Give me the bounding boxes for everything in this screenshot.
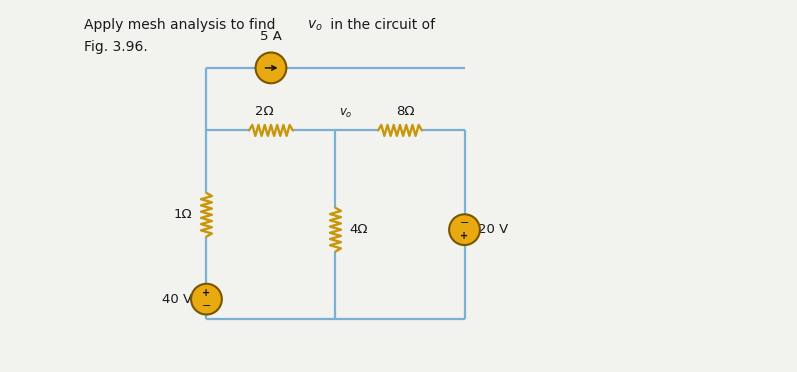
Text: $v_o$: $v_o$ <box>340 108 353 121</box>
Text: 8Ω: 8Ω <box>395 105 414 118</box>
Text: 1Ω: 1Ω <box>174 208 193 221</box>
Text: 20 V: 20 V <box>478 223 508 236</box>
Text: +: + <box>461 231 469 241</box>
Text: Apply mesh analysis to find: Apply mesh analysis to find <box>84 18 281 32</box>
Text: +: + <box>202 288 210 298</box>
Text: 40 V: 40 V <box>163 293 193 306</box>
Text: in the circuit of: in the circuit of <box>326 18 435 32</box>
Text: $v_o$: $v_o$ <box>307 18 323 33</box>
Circle shape <box>191 284 222 315</box>
Text: −: − <box>202 301 211 311</box>
Text: −: − <box>460 218 469 228</box>
Text: 5 A: 5 A <box>260 30 282 42</box>
Circle shape <box>450 214 480 245</box>
Text: Fig. 3.96.: Fig. 3.96. <box>84 40 148 54</box>
Circle shape <box>256 52 286 83</box>
Text: 4Ω: 4Ω <box>349 223 368 236</box>
Text: 2Ω: 2Ω <box>255 105 273 118</box>
